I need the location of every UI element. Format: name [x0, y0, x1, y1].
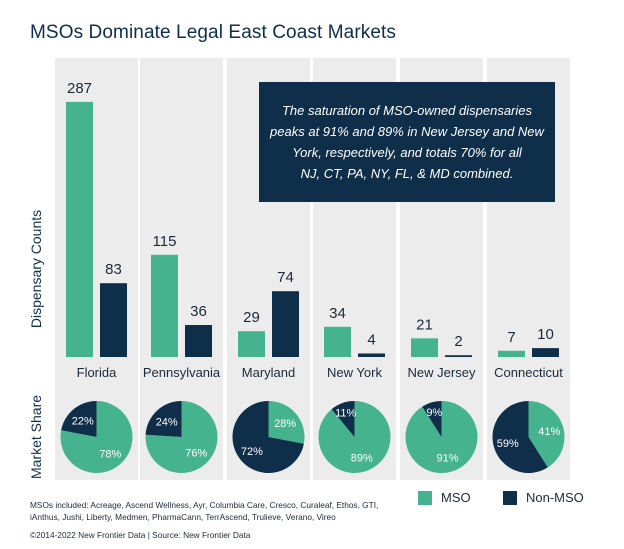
category-label-maryland: Maryland: [242, 365, 295, 380]
pie-slice-mso-connecticut: [528, 401, 565, 468]
bar-non-mso-connecticut: [532, 348, 559, 357]
bar-label-non-mso-connecticut: 10: [537, 326, 554, 343]
bar-mso-new-jersey: [411, 338, 438, 357]
category-label-new-york: New York: [327, 365, 382, 380]
bar-label-mso-new-jersey: 21: [416, 316, 433, 333]
pie-label-mso-maryland: 28%: [274, 418, 296, 430]
pie-label-mso-pennsylvania: 76%: [185, 448, 207, 460]
pie-label-mso-florida: 78%: [99, 449, 121, 461]
y-axis-label-share: Market Share: [28, 395, 44, 479]
pie-slice-mso-maryland: [268, 401, 305, 444]
pie-slice-mso-pennsylvania: [145, 401, 218, 474]
category-label-connecticut: Connecticut: [494, 365, 563, 380]
bar-non-mso-maryland: [272, 291, 299, 357]
pie-label-non-mso-new-york: 11%: [335, 408, 356, 420]
bar-mso-connecticut: [498, 350, 525, 357]
legend-label-mso: MSO: [441, 490, 471, 505]
pie-slice-non-mso-florida: [61, 401, 97, 437]
category-label-new-jersey: New Jersey: [408, 365, 476, 380]
legend-item-mso: MSO: [418, 490, 471, 505]
bar-label-non-mso-florida: 83: [105, 261, 122, 278]
bar-non-mso-new-york: [358, 353, 385, 357]
bar-label-mso-maryland: 29: [243, 309, 260, 326]
bar-label-non-mso-pennsylvania: 36: [190, 303, 207, 320]
pie-label-non-mso-florida: 22%: [72, 415, 94, 427]
pie-slice-mso-new-york: [318, 401, 391, 474]
bar-non-mso-florida: [100, 283, 127, 357]
annotation-text: The saturation of MSO-owned dispensaries…: [269, 103, 545, 181]
pie-label-mso-connecticut: 41%: [538, 426, 560, 438]
annotation-box: [259, 82, 555, 202]
pie-label-non-mso-maryland: 72%: [241, 446, 263, 458]
footer-note: MSOs included: Acreage, Ascend Wellness,…: [30, 500, 379, 522]
pie-label-mso-new-jersey: 91%: [437, 453, 459, 465]
pie-slice-non-mso-new-jersey: [422, 401, 442, 437]
pie-slice-non-mso-pennsylvania: [145, 401, 182, 437]
legend-swatch-mso: [418, 490, 432, 505]
bar-non-mso-new-jersey: [445, 355, 472, 357]
chart-title: MSOs Dominate Legal East Coast Markets: [30, 22, 396, 43]
pie-slice-mso-new-jersey: [405, 401, 478, 474]
bar-mso-new-york: [324, 326, 351, 357]
pie-slice-non-mso-connecticut: [492, 401, 548, 474]
category-label-florida: Florida: [77, 365, 118, 380]
bar-label-non-mso-maryland: 74: [277, 269, 294, 286]
pie-slice-mso-florida: [60, 401, 133, 474]
pie-slice-non-mso-new-york: [331, 401, 355, 437]
bar-label-mso-florida: 287: [67, 80, 92, 97]
category-label-pennsylvania: Pennsylvania: [143, 365, 221, 380]
pie-label-non-mso-pennsylvania: 24%: [156, 416, 178, 428]
bar-mso-pennsylvania: [151, 254, 178, 357]
y-axis-label-counts: Dispensary Counts: [28, 210, 44, 328]
pie-label-non-mso-connecticut: 59%: [497, 438, 519, 450]
bar-mso-maryland: [238, 331, 265, 357]
legend-swatch-non-mso: [503, 490, 517, 505]
bar-label-mso-new-york: 34: [329, 305, 346, 322]
bar-label-non-mso-new-jersey: 2: [454, 333, 462, 350]
bar-label-mso-pennsylvania: 115: [153, 233, 177, 250]
bar-non-mso-pennsylvania: [185, 324, 212, 357]
pie-label-mso-new-york: 89%: [351, 452, 373, 464]
pie-label-non-mso-new-jersey: 9%: [426, 407, 442, 419]
pie-slice-non-mso-maryland: [232, 401, 304, 474]
footer-copyright: ©2014-2022 New Frontier Data | Source: N…: [30, 530, 251, 540]
legend-item-non-mso: Non-MSO: [503, 490, 584, 505]
bar-mso-florida: [66, 101, 93, 358]
bar-label-mso-connecticut: 7: [507, 329, 515, 346]
legend-label-non-mso: Non-MSO: [526, 490, 584, 505]
bar-label-non-mso-new-york: 4: [367, 331, 375, 348]
